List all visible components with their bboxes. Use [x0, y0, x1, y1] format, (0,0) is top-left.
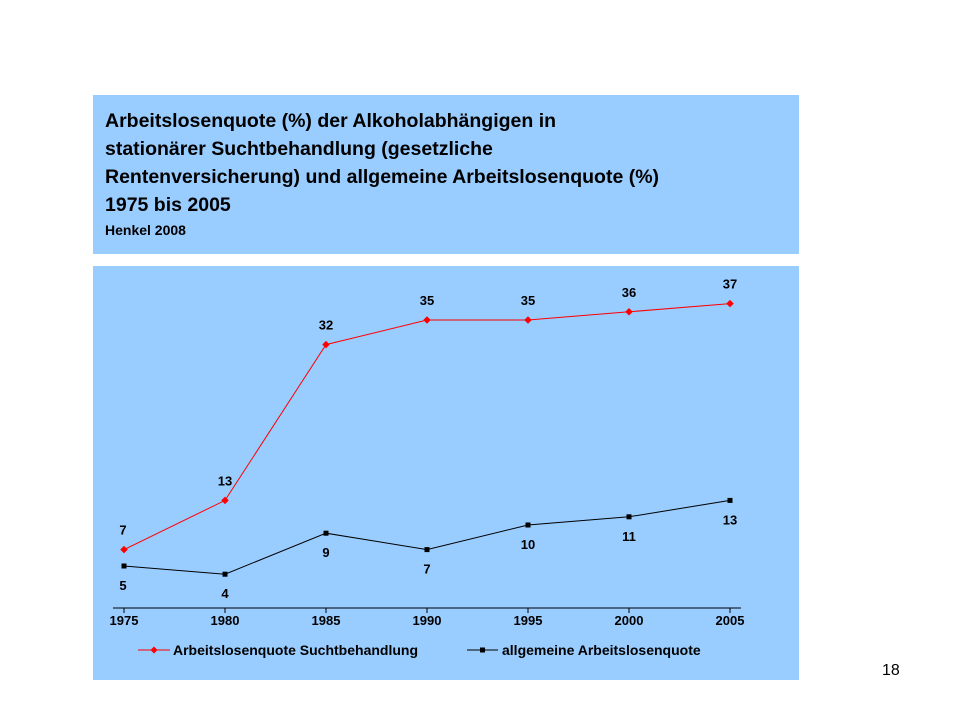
- data-label: 35: [420, 293, 434, 308]
- x-tick-label: 1975: [110, 613, 139, 628]
- data-point: [423, 316, 431, 324]
- data-point: [726, 299, 734, 308]
- data-label: 37: [723, 277, 737, 292]
- slide-title: Arbeitslosenquote (%) der Alkoholabhängi…: [105, 110, 660, 216]
- legend-marker-2: [480, 647, 485, 653]
- slide-source: Henkel 2008: [105, 222, 186, 238]
- data-point: [222, 571, 228, 577]
- series-line-1: [123, 303, 731, 551]
- data-label: 9: [322, 545, 329, 560]
- data-point: [524, 316, 532, 324]
- line-chart: 1975 1980 1985 1990 1995 2000 2005 7 13 32 35 35 36 3…: [110, 277, 745, 658]
- legend-label-1: Arbeitslosenquote Suchtbehandlung: [173, 642, 418, 658]
- data-point: [323, 530, 329, 536]
- x-tick-label: 1980: [211, 613, 240, 628]
- data-label: 13: [723, 512, 737, 527]
- data-label: 7: [423, 562, 430, 577]
- x-tick-label: 1990: [413, 613, 442, 628]
- x-tick-label: 2000: [615, 613, 644, 628]
- data-point: [322, 340, 330, 349]
- legend-label-2: allgemeine Arbeitslosenquote: [502, 642, 701, 658]
- data-label: 7: [119, 523, 126, 538]
- legend-marker-1: [150, 646, 158, 654]
- data-label: 5: [119, 578, 126, 593]
- x-tick-label: 1985: [312, 613, 341, 628]
- data-point: [221, 496, 229, 505]
- data-point: [727, 497, 733, 503]
- data-label: 13: [218, 473, 232, 488]
- data-point: [424, 547, 430, 553]
- page-number: 18: [882, 662, 900, 679]
- title-box: Arbeitslosenquote (%) der Alkoholabhängi…: [93, 95, 799, 254]
- data-label: 4: [221, 586, 229, 601]
- chart-box: 1975 1980 1985 1990 1995 2000 2005 7 13 32 35 35 36 3…: [93, 266, 799, 680]
- data-label: 10: [521, 537, 535, 552]
- data-label: 36: [622, 285, 636, 300]
- data-label: 11: [622, 529, 636, 544]
- data-point: [626, 514, 632, 520]
- x-tick-label: 1995: [514, 613, 543, 628]
- data-point: [625, 307, 633, 316]
- data-label: 32: [319, 318, 333, 333]
- data-point: [120, 545, 128, 554]
- data-point: [525, 522, 531, 528]
- data-label: 35: [521, 293, 535, 308]
- data-point: [121, 563, 127, 569]
- x-tick-label: 2005: [716, 613, 745, 628]
